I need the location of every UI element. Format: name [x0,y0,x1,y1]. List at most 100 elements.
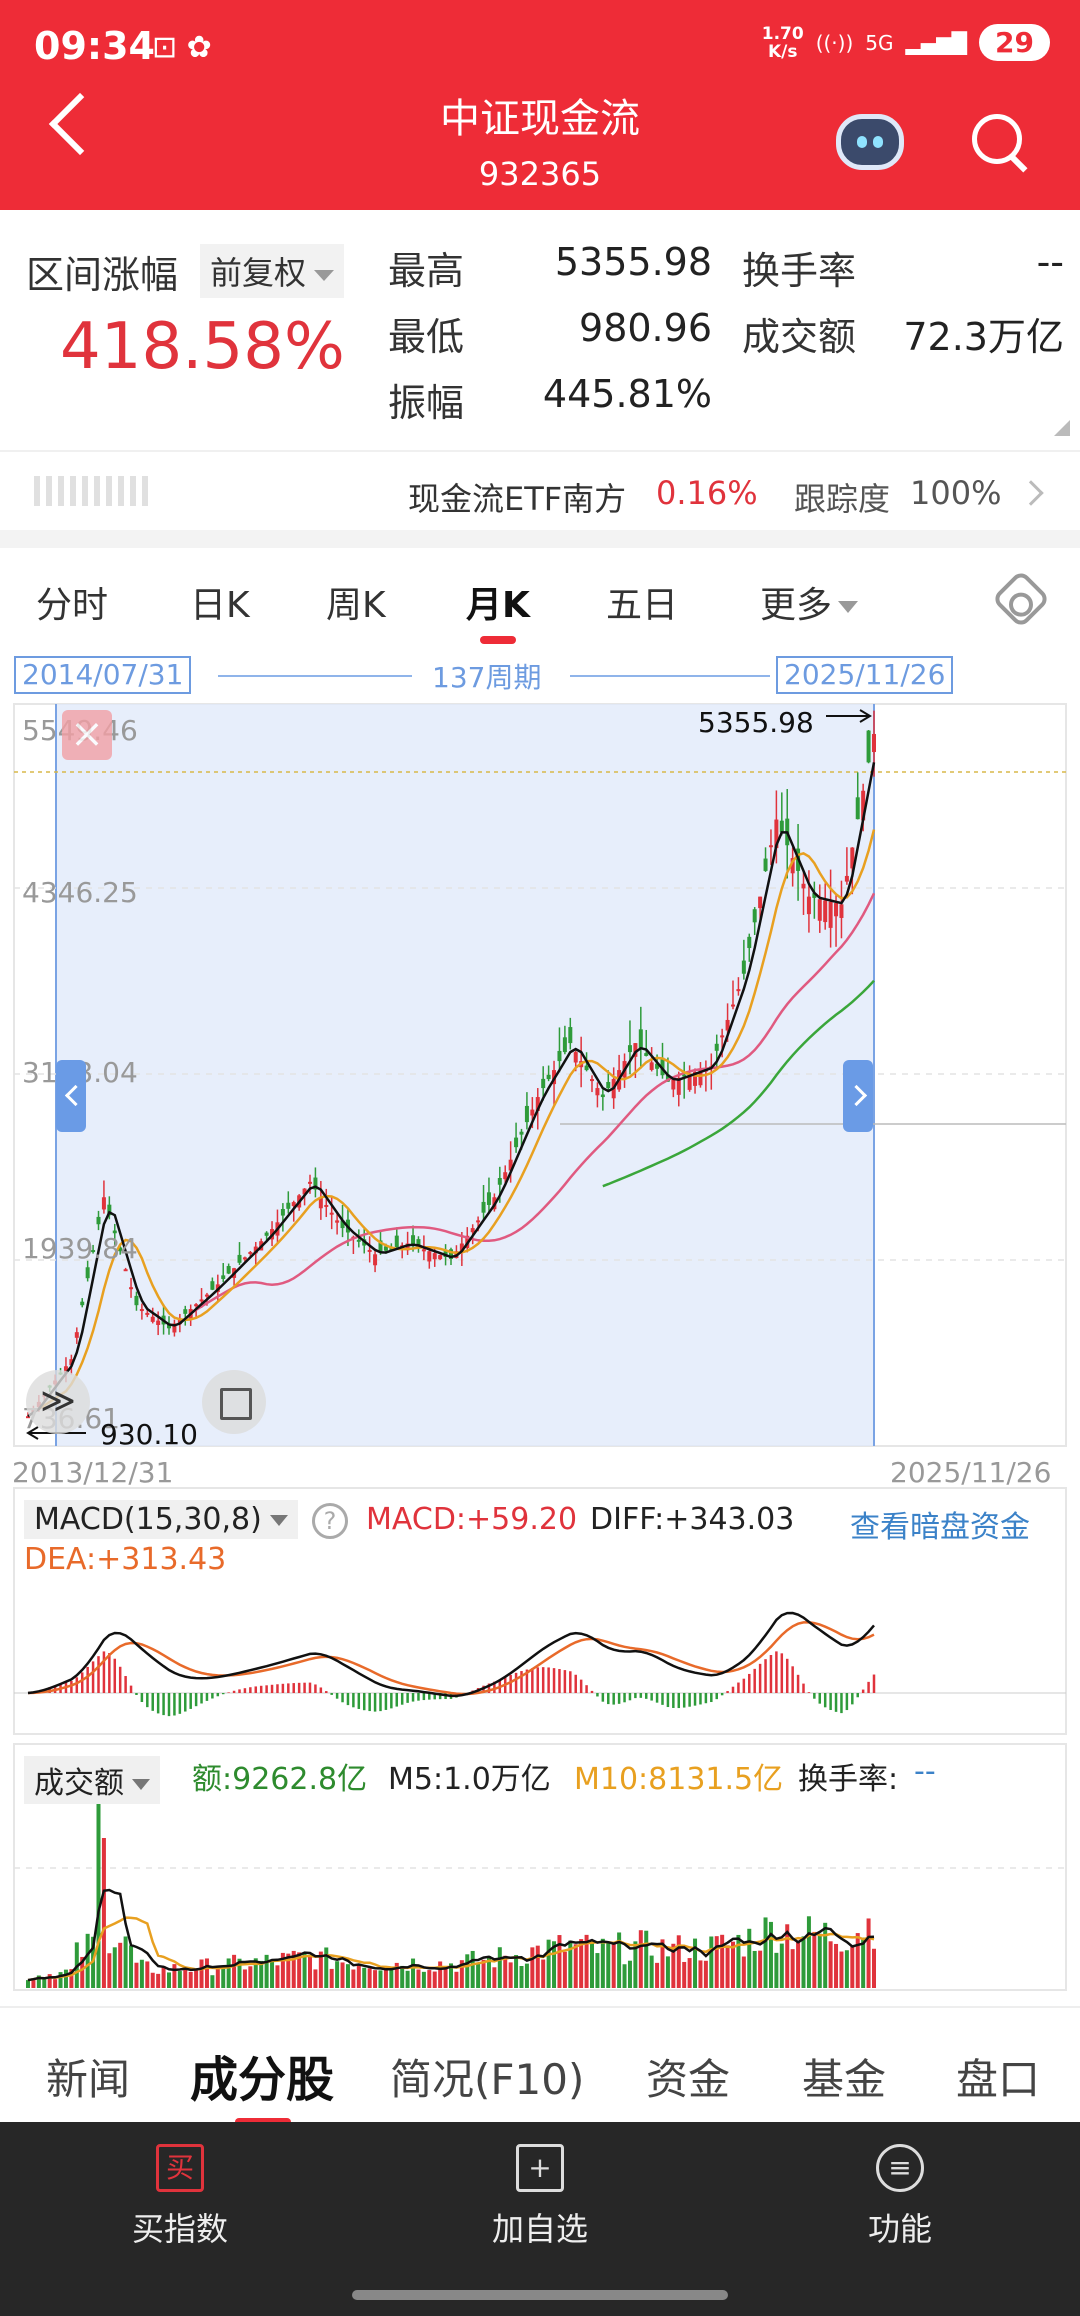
high-label: 最高 [388,249,465,293]
chart-canvas[interactable] [0,0,1080,2000]
volume-bar [617,1932,622,1988]
tracking-label: 跟踪度 [794,480,891,518]
volume-bar [595,1953,600,1988]
candle-body [568,1027,573,1044]
tab-more[interactable]: 更多 [760,576,859,628]
tab-funds-flow[interactable]: 资金 [646,2055,731,2104]
candle-body [167,1323,171,1329]
volume-bar [215,1969,220,1988]
bottom-section-tabs: 新闻 成分股 简况(F10) 资金 基金 盘口 [0,2006,1080,2126]
tab-overview-f10[interactable]: 简况(F10) [390,2055,585,2104]
candle-body [752,909,757,923]
volume-bar [763,1917,768,1988]
candle-body [367,1249,372,1252]
ma120-line [602,979,875,1188]
volume-bar [172,1964,177,1988]
battery-level: 29 [979,24,1050,61]
max-price-label: 5355.98 [698,706,814,739]
selection-handle-left[interactable] [56,1060,86,1132]
tab-weekly-k[interactable]: 周K [326,585,386,626]
candle-body [855,797,860,820]
volume-bar [470,1950,475,1988]
candle-body [562,1037,567,1053]
volume-bar [449,1963,453,1988]
volume-bar [649,1955,654,1988]
period-end[interactable]: 2025/11/26 [776,656,954,694]
candle-body [476,1220,481,1223]
candle-body [535,1097,540,1111]
period-start[interactable]: 2014/07/31 [14,656,192,694]
candle-body [644,1053,649,1056]
tab-monthly-k[interactable]: 月K [466,585,530,626]
volume-bar [427,1970,432,1988]
candle-body [649,1062,654,1070]
candle-body [253,1246,258,1254]
functions-button[interactable]: ≡ 功能 [790,2144,1010,2250]
tab-five-day[interactable]: 五日 [606,585,679,626]
volume-bar [416,1969,421,1988]
add-watchlist-button[interactable]: + 加自选 [430,2144,650,2250]
candle-body [74,1332,79,1338]
volume-bar [329,1968,334,1988]
candle-body [373,1254,378,1266]
candle-body [438,1255,443,1260]
volume-bar [590,1941,594,1988]
candle-body [69,1359,74,1366]
close-selection-icon[interactable]: × [62,710,112,760]
candle-body [693,1071,698,1086]
candle-body [872,733,876,753]
volume-bar [812,1931,817,1988]
volume-bar [855,1933,860,1988]
volume-bar [465,1954,470,1988]
search-icon[interactable] [972,114,1022,164]
volume-bar [703,1960,708,1988]
candle-body [286,1202,291,1209]
candle-body [546,1074,551,1080]
volume-bar [134,1962,139,1988]
volume-bar [42,1979,47,1988]
tab-funds[interactable]: 基金 [802,2055,887,2104]
tab-daily-k[interactable]: 日K [190,585,250,626]
adjust-mode-select[interactable]: 前复权 [200,244,345,298]
volume-indicator-select[interactable]: 成交额 [24,1756,160,1804]
signal-icon: ▂▄▆█ [905,30,968,55]
macd-indicator-select[interactable]: MACD(15,30,8) [24,1500,298,1539]
volume-frame [13,1743,1067,1991]
buy-index-button[interactable]: 买 买指数 [70,2144,290,2250]
candle-body [416,1239,421,1248]
help-icon[interactable]: ? [312,1503,348,1539]
fullscreen-icon[interactable] [202,1370,266,1434]
candle-body [421,1249,426,1252]
volume-bar [340,1962,345,1988]
selection-handle-right[interactable] [843,1060,873,1132]
robot-assistant-icon[interactable] [836,114,904,170]
volume-bar [36,1975,41,1988]
candle-body [335,1220,340,1223]
buy-index-label: 买指数 [131,2210,228,2248]
related-etf-row[interactable]: 现金流ETF南方 0.16% 跟踪度 100% [0,450,1080,530]
volume-bar [318,1951,323,1988]
candle-body [514,1137,519,1148]
dark-pool-link[interactable]: 查看暗盘资金 [850,1510,1030,1545]
volume-bar [584,1934,589,1988]
etf-name: 现金流ETF南方 [408,480,627,518]
tab-news[interactable]: 新闻 [46,2055,131,2104]
expand-corner-icon[interactable] [1054,420,1070,436]
volume-bar [796,1940,801,1988]
volume-bar [297,1952,302,1988]
candle-body [676,1077,681,1095]
status-bar-right: 1.70 K/s ((·)) 5G ▂▄▆█ 29 [762,24,1050,61]
volume-bar [524,1963,529,1988]
fast-forward-icon[interactable]: ≫ [26,1370,90,1434]
tab-order-book[interactable]: 盘口 [956,2055,1041,2104]
volume-bar [644,1930,649,1988]
price-summary: 区间涨幅 前复权 418.58% 最高 5355.98 最低 980.96 振幅… [0,210,1080,450]
volume-bar [655,1962,660,1988]
volume-m10: M10:8131.5亿 [574,1762,784,1797]
tab-constituents[interactable]: 成分股 [190,2052,335,2108]
tracking-value: 100% [910,474,1002,512]
candle-body [112,1230,117,1234]
volume-bar [199,1959,204,1988]
tab-intraday[interactable]: 分时 [36,585,109,626]
volume-bar [606,1942,611,1988]
